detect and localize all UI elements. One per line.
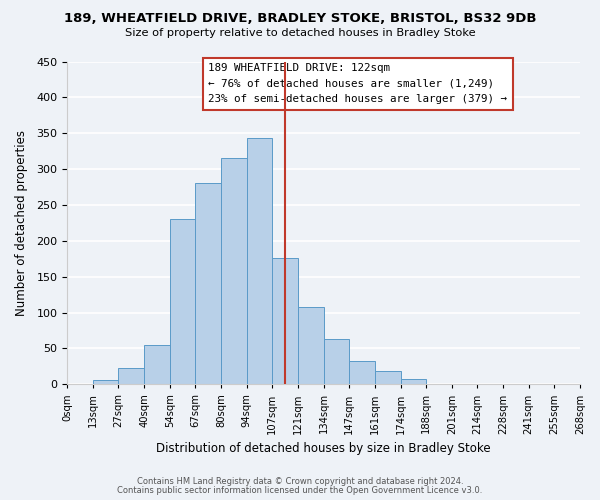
Bar xyxy=(401,379,426,384)
Text: Size of property relative to detached houses in Bradley Stoke: Size of property relative to detached ho… xyxy=(125,28,475,38)
Text: 189 WHEATFIELD DRIVE: 122sqm
← 76% of detached houses are smaller (1,249)
23% of: 189 WHEATFIELD DRIVE: 122sqm ← 76% of de… xyxy=(208,63,507,104)
Y-axis label: Number of detached properties: Number of detached properties xyxy=(15,130,28,316)
Bar xyxy=(272,258,298,384)
Bar xyxy=(196,184,221,384)
Bar xyxy=(118,368,144,384)
Text: 189, WHEATFIELD DRIVE, BRADLEY STOKE, BRISTOL, BS32 9DB: 189, WHEATFIELD DRIVE, BRADLEY STOKE, BR… xyxy=(64,12,536,26)
Text: Contains HM Land Registry data © Crown copyright and database right 2024.: Contains HM Land Registry data © Crown c… xyxy=(137,477,463,486)
Bar xyxy=(144,345,170,385)
Bar xyxy=(221,158,247,384)
Bar xyxy=(247,138,272,384)
Bar xyxy=(298,307,323,384)
Bar xyxy=(93,380,118,384)
X-axis label: Distribution of detached houses by size in Bradley Stoke: Distribution of detached houses by size … xyxy=(156,442,491,455)
Bar xyxy=(375,370,401,384)
Bar xyxy=(170,220,196,384)
Bar xyxy=(349,360,375,384)
Text: Contains public sector information licensed under the Open Government Licence v3: Contains public sector information licen… xyxy=(118,486,482,495)
Bar xyxy=(323,339,349,384)
